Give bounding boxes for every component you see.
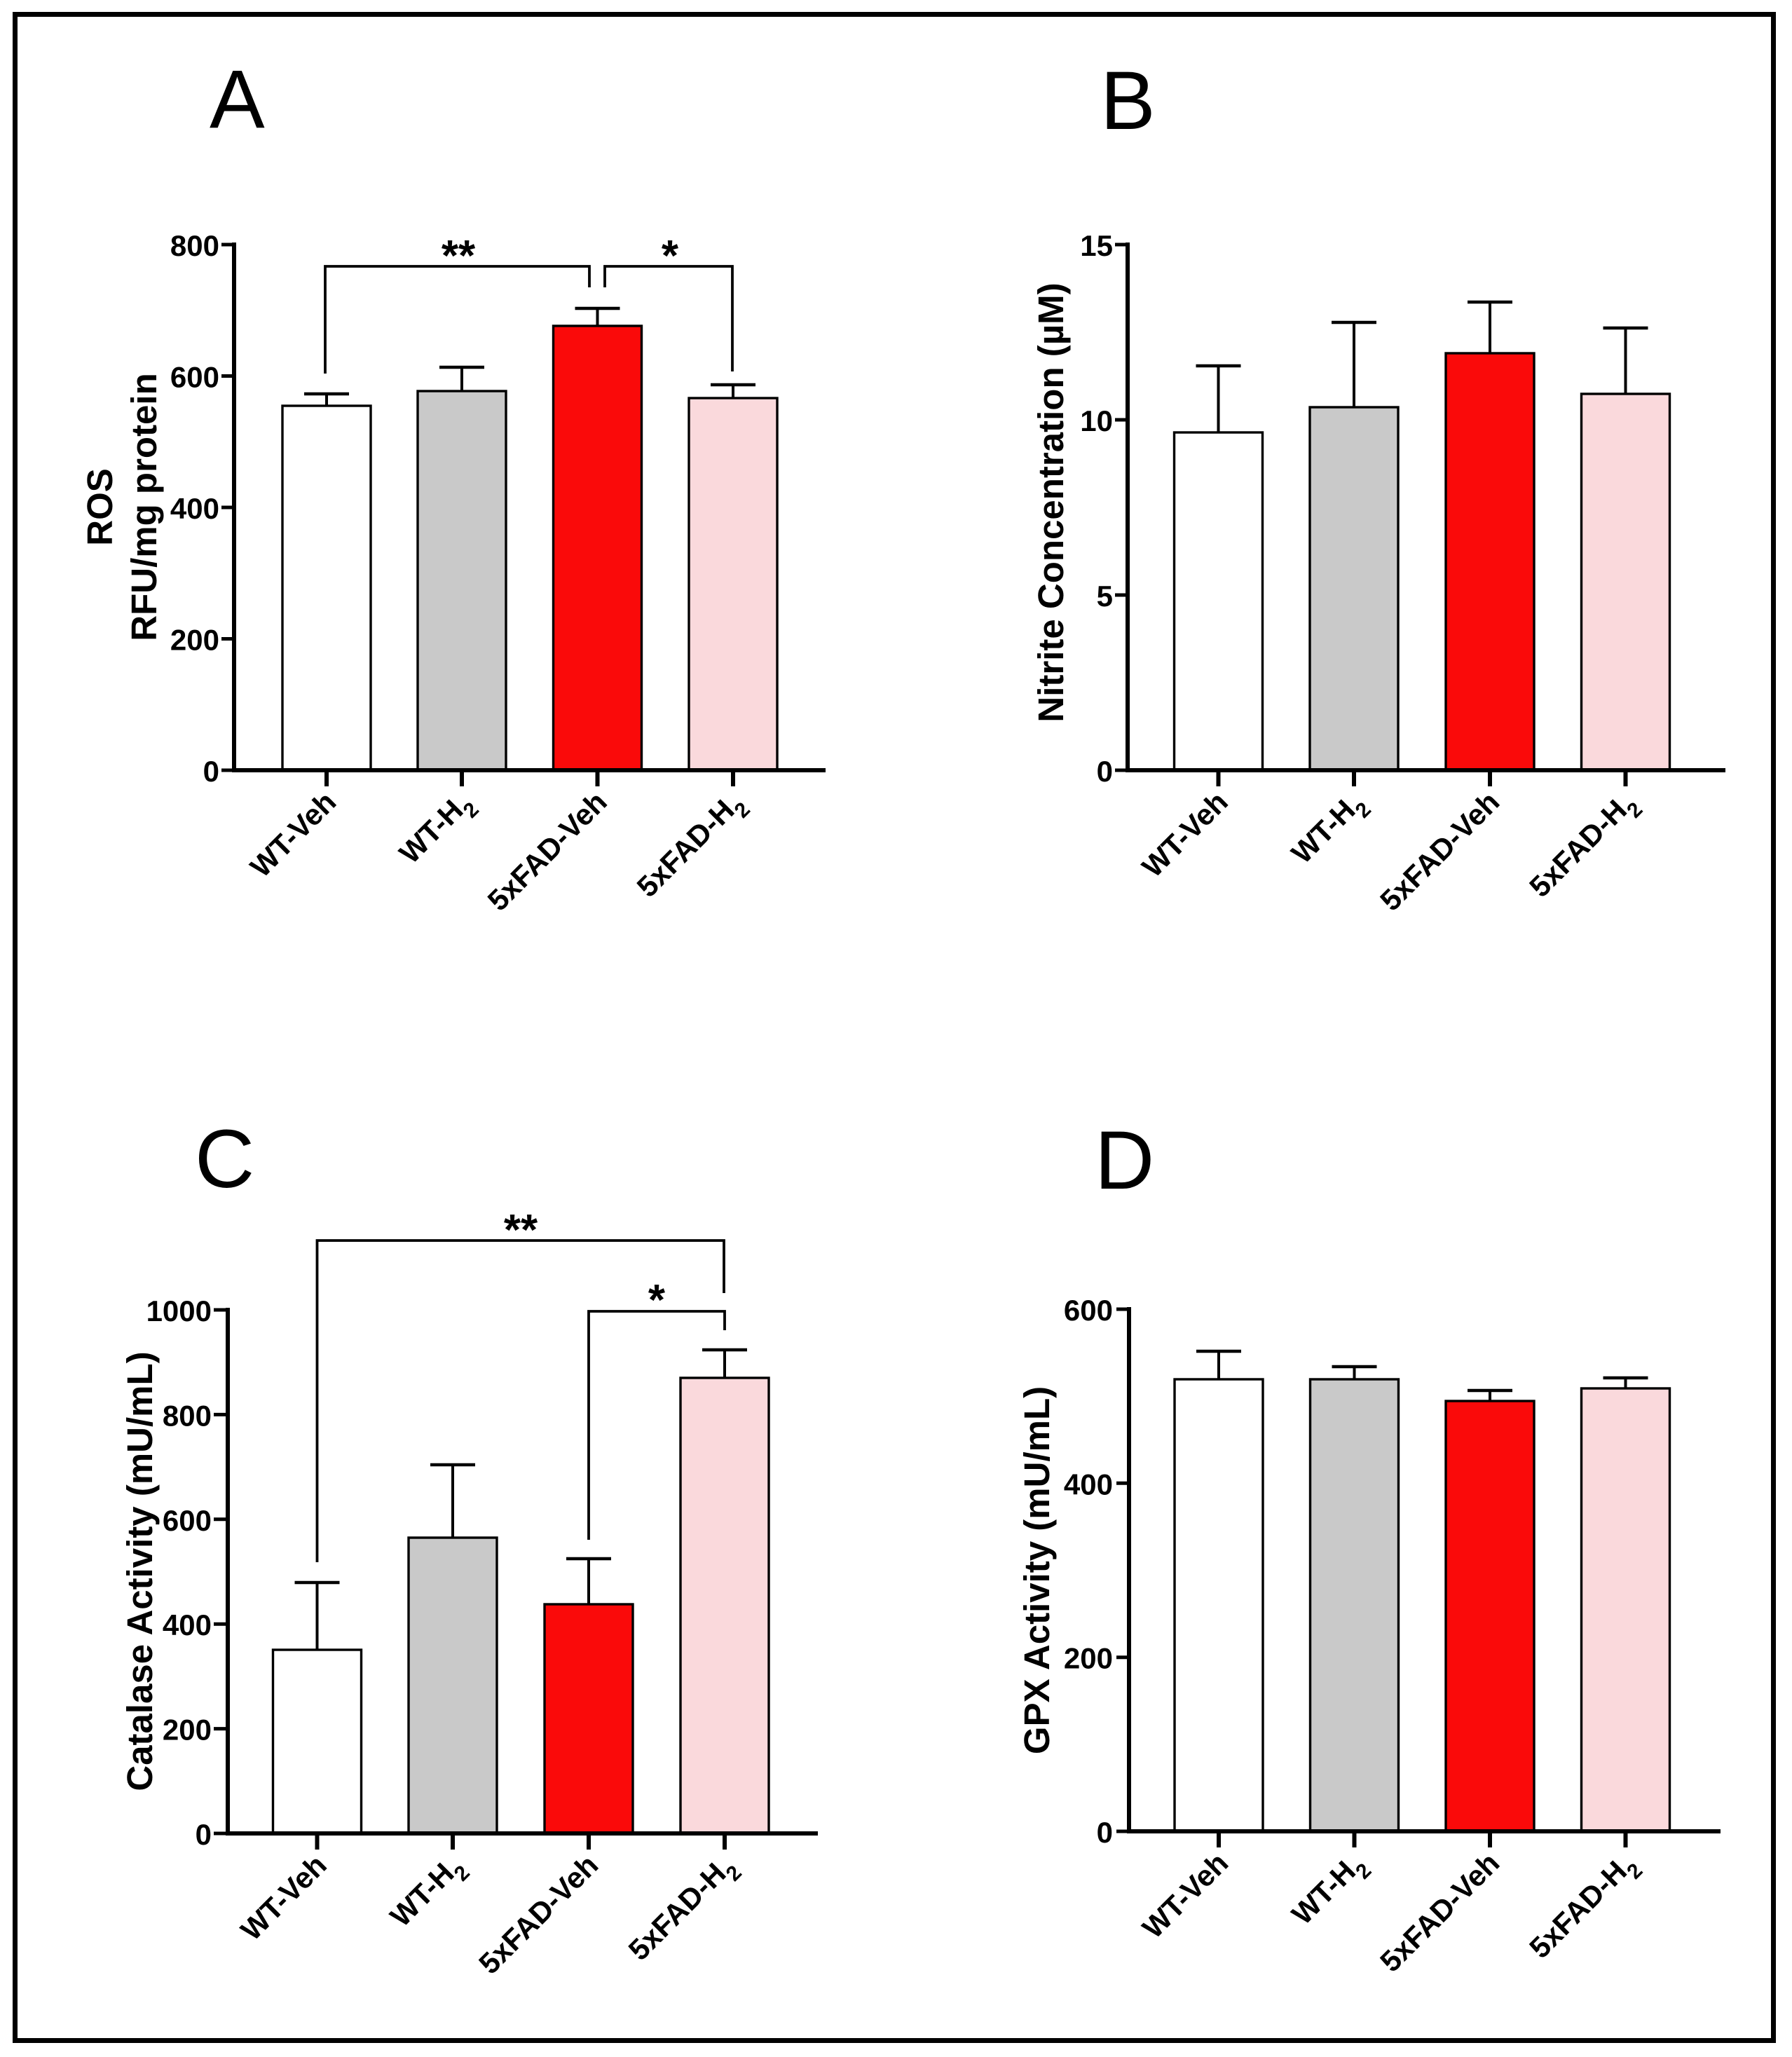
svg-text:*: * [648, 1276, 666, 1325]
svg-text:15: 15 [1080, 229, 1113, 262]
svg-text:600: 600 [170, 361, 219, 394]
svg-text:800: 800 [163, 1399, 212, 1432]
svg-text:ROS: ROS [80, 468, 120, 546]
svg-text:0: 0 [196, 1818, 212, 1851]
svg-text:GPX Activity (mU/mL): GPX Activity (mU/mL) [1017, 1386, 1057, 1754]
svg-text:0: 0 [1097, 1816, 1113, 1849]
svg-text:600: 600 [163, 1504, 212, 1537]
svg-text:10: 10 [1080, 404, 1113, 437]
svg-text:200: 200 [163, 1714, 212, 1747]
svg-text:**: ** [442, 232, 476, 280]
svg-text:D: D [1095, 1114, 1154, 1207]
svg-text:A: A [210, 53, 265, 146]
svg-text:200: 200 [1064, 1642, 1113, 1675]
svg-text:600: 600 [1064, 1294, 1113, 1327]
svg-text:800: 800 [170, 229, 219, 262]
svg-text:Catalase Activity (mU/mL): Catalase Activity (mU/mL) [120, 1351, 160, 1791]
svg-text:0: 0 [1097, 755, 1113, 788]
svg-text:B: B [1100, 55, 1156, 147]
svg-text:200: 200 [170, 624, 219, 657]
svg-text:**: ** [504, 1206, 538, 1255]
svg-text:C: C [195, 1113, 254, 1205]
svg-text:5: 5 [1097, 580, 1113, 613]
svg-text:Nitrite Concentration (µM): Nitrite Concentration (µM) [1031, 282, 1071, 722]
svg-text:400: 400 [1064, 1468, 1113, 1501]
svg-text:1000: 1000 [146, 1294, 212, 1327]
svg-text:0: 0 [203, 755, 219, 788]
svg-text:400: 400 [170, 492, 219, 525]
svg-text:*: * [662, 232, 679, 280]
svg-text:RFU/mg protein: RFU/mg protein [124, 373, 164, 641]
svg-text:400: 400 [163, 1608, 212, 1641]
